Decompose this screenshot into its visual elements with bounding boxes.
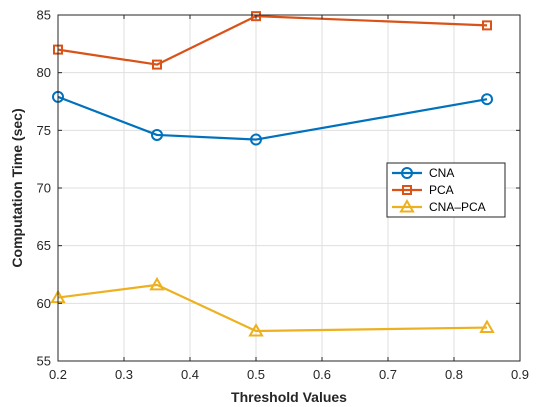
y-tick-labels: 55 60 65 70 75 80 85 — [37, 8, 51, 369]
series-layer — [50, 11, 495, 337]
data-point-triangle — [479, 319, 495, 334]
data-point-circle — [250, 133, 262, 146]
x-tick-label: 0.8 — [445, 367, 463, 382]
legend: CNA PCA CNA–PCA — [386, 162, 506, 218]
data-point-triangle — [149, 276, 165, 291]
data-point-circle — [481, 93, 493, 106]
y-tick-label: 55 — [37, 354, 51, 369]
series-line — [57, 95, 488, 141]
series-line — [57, 283, 488, 333]
legend-item: CNA–PCA — [392, 198, 486, 214]
y-axis-label: Computation Time (sec) — [9, 108, 25, 267]
x-tick-label: 0.2 — [49, 367, 67, 382]
data-point-circle — [151, 128, 163, 141]
x-tick-labels: 0.2 0.3 0.4 0.5 0.6 0.7 0.8 0.9 — [49, 367, 529, 382]
legend-marker-triangle — [399, 198, 415, 213]
x-tick-label: 0.5 — [247, 367, 265, 382]
data-point-square — [482, 20, 492, 31]
legend-item: CNA — [392, 166, 454, 180]
series-line — [57, 15, 488, 66]
y-tick-label: 65 — [37, 238, 51, 253]
y-tick-label: 60 — [37, 296, 51, 311]
legend-label: PCA — [429, 183, 454, 197]
data-point-square — [152, 59, 162, 70]
y-tick-label: 70 — [37, 181, 51, 196]
data-point-triangle — [248, 322, 264, 337]
y-tick-label: 85 — [37, 8, 51, 23]
x-tick-label: 0.4 — [181, 367, 199, 382]
data-point-square — [251, 11, 261, 22]
x-tick-label: 0.3 — [115, 367, 133, 382]
legend-label: CNA — [429, 166, 454, 180]
axis-ticks — [57, 14, 521, 362]
x-tick-label: 0.6 — [313, 367, 331, 382]
legend-label: CNA–PCA — [429, 200, 486, 214]
y-tick-label: 80 — [37, 65, 51, 80]
legend-marker-circle — [401, 167, 413, 179]
x-tick-label: 0.9 — [511, 367, 529, 382]
legend-item: PCA — [392, 183, 454, 197]
legend-marker-square — [402, 185, 412, 195]
x-axis-label: Threshold Values — [231, 389, 347, 405]
x-tick-label: 0.7 — [379, 367, 397, 382]
y-tick-label: 75 — [37, 123, 51, 138]
